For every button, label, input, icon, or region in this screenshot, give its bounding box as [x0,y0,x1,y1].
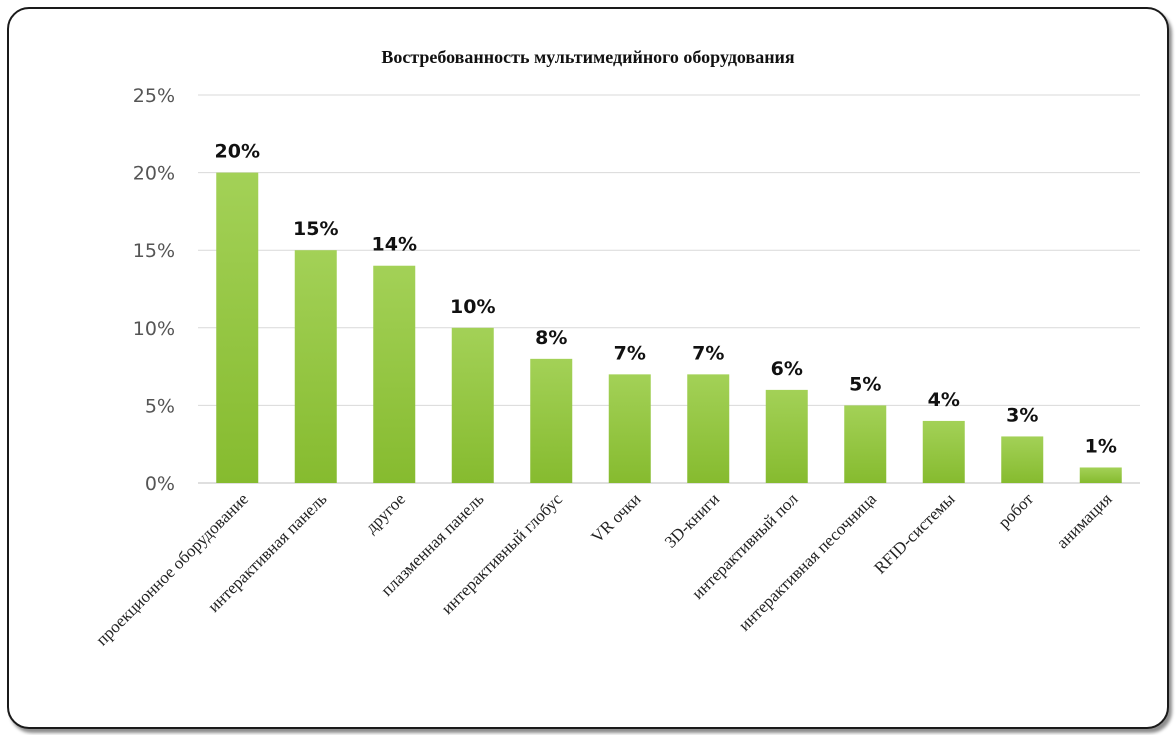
bar [844,405,887,483]
chart-title: Востребованность мультимедийного оборудо… [381,47,795,67]
bar [530,358,573,483]
x-tick-label: VR очки [587,489,644,546]
data-label: 3% [1006,404,1038,426]
x-tick-label: интерактивная песочница [735,489,881,635]
y-tick-label: 0% [145,473,175,495]
bar [922,420,965,483]
bar [373,265,416,483]
y-tick-label: 10% [133,318,175,340]
bar [1079,467,1122,483]
y-tick-label: 15% [133,240,175,262]
y-tick-label: 5% [145,395,175,417]
bar [687,374,730,483]
x-tick-label: анимация [1053,489,1116,552]
bar [765,389,808,483]
data-label: 4% [928,389,960,411]
data-label: 10% [450,296,495,318]
bar [294,250,337,483]
chart-frame: Востребованность мультимедийного оборудо… [7,7,1169,729]
data-label: 6% [771,358,803,380]
bar [451,327,494,483]
data-label: 20% [215,141,260,163]
data-label: 1% [1085,435,1117,457]
y-tick-label: 25% [133,85,175,107]
data-label: 14% [372,234,417,256]
bar [1001,436,1044,483]
y-tick-label: 20% [133,163,175,185]
data-label: 7% [692,342,724,364]
data-label: 5% [849,373,881,395]
bar [608,374,651,483]
x-tick-label: проекционное оборудование [92,489,252,649]
data-label: 15% [293,218,338,240]
x-tick-label: другое [362,489,410,537]
data-label: 7% [614,342,646,364]
x-tick-label: 3D-книги [661,489,723,551]
x-tick-label: RFID-системы [870,489,959,578]
bar [216,172,259,483]
data-label: 8% [535,327,567,349]
x-tick-label: робот [994,489,1037,532]
